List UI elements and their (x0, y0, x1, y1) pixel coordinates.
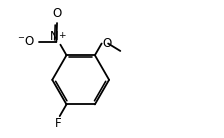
Text: O: O (102, 37, 112, 50)
Text: $\mathsf{{}^{-}O}$: $\mathsf{{}^{-}O}$ (17, 35, 35, 48)
Text: +: + (58, 31, 65, 40)
Text: N: N (50, 30, 59, 43)
Text: O: O (52, 7, 62, 20)
Text: F: F (55, 117, 62, 130)
